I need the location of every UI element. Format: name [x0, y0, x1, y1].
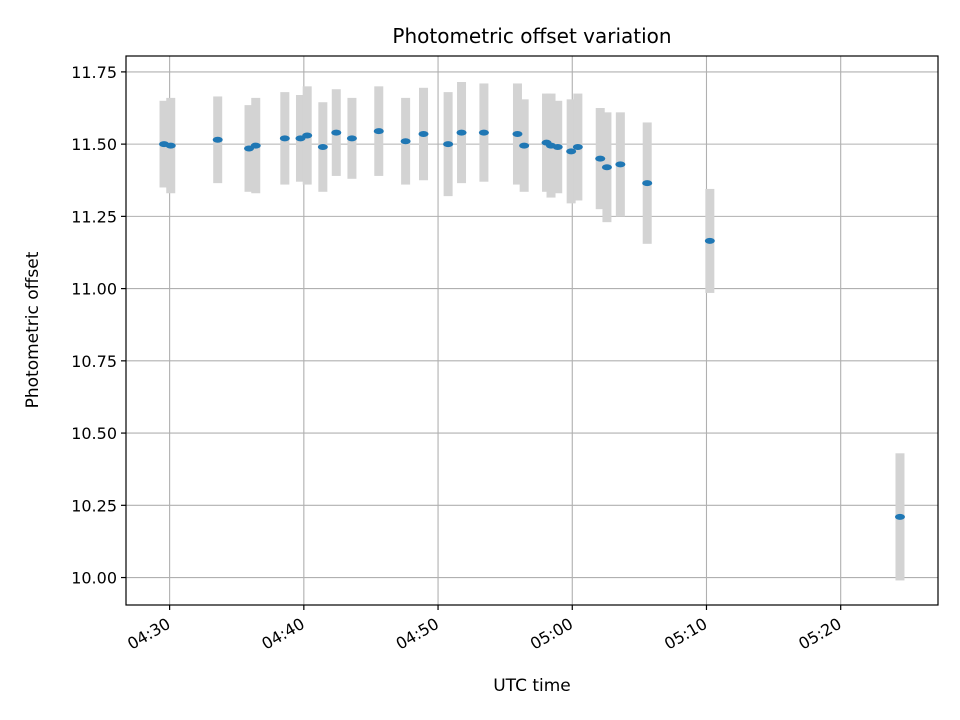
data-point [519, 142, 530, 149]
data-point [331, 129, 342, 136]
data-points [159, 128, 905, 520]
data-point [894, 513, 905, 520]
y-tick-label: 10.25 [71, 496, 117, 515]
plot-frame [125, 55, 939, 606]
y-tick-label: 10.50 [71, 424, 117, 443]
data-point [572, 144, 583, 151]
data-point [456, 129, 467, 136]
data-point [443, 141, 454, 148]
data-point [418, 131, 429, 138]
data-point [302, 132, 313, 139]
y-axis-label: Photometric offset [23, 251, 43, 408]
data-point [250, 142, 261, 149]
data-point [642, 180, 653, 187]
data-point [212, 136, 223, 143]
data-point [400, 138, 411, 145]
data-point [595, 155, 606, 162]
data-point [704, 237, 715, 244]
y-axis: 10.00 10.25 10.50 10.75 11.00 11.25 11.50 11.75 [71, 63, 126, 588]
data-point [552, 144, 563, 151]
y-tick-label: 11.25 [71, 207, 117, 226]
data-point [279, 135, 290, 142]
y-tick-label: 11.00 [71, 280, 117, 299]
x-axis-label: UTC time [493, 676, 571, 696]
data-point [165, 142, 176, 149]
grid [126, 56, 938, 605]
data-point [317, 144, 328, 151]
y-tick-label: 10.00 [71, 569, 117, 588]
chart-title: Photometric offset variation [392, 24, 671, 48]
data-point [478, 129, 489, 136]
data-point [373, 128, 384, 135]
data-point [601, 164, 612, 171]
data-point [566, 148, 577, 155]
y-tick-label: 11.75 [71, 63, 117, 82]
y-tick-label: 10.75 [71, 352, 117, 371]
y-tick-label: 11.50 [71, 135, 117, 154]
data-point [512, 131, 523, 138]
data-point [615, 161, 626, 168]
data-point [346, 135, 357, 142]
